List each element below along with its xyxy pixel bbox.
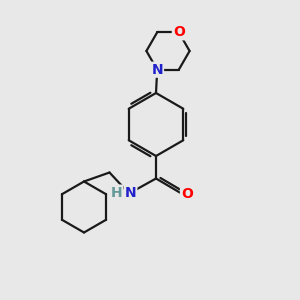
Text: N: N xyxy=(125,186,136,200)
Text: O: O xyxy=(173,25,185,39)
Text: O: O xyxy=(181,187,193,200)
Text: N: N xyxy=(152,63,163,77)
Text: H: H xyxy=(111,186,122,200)
